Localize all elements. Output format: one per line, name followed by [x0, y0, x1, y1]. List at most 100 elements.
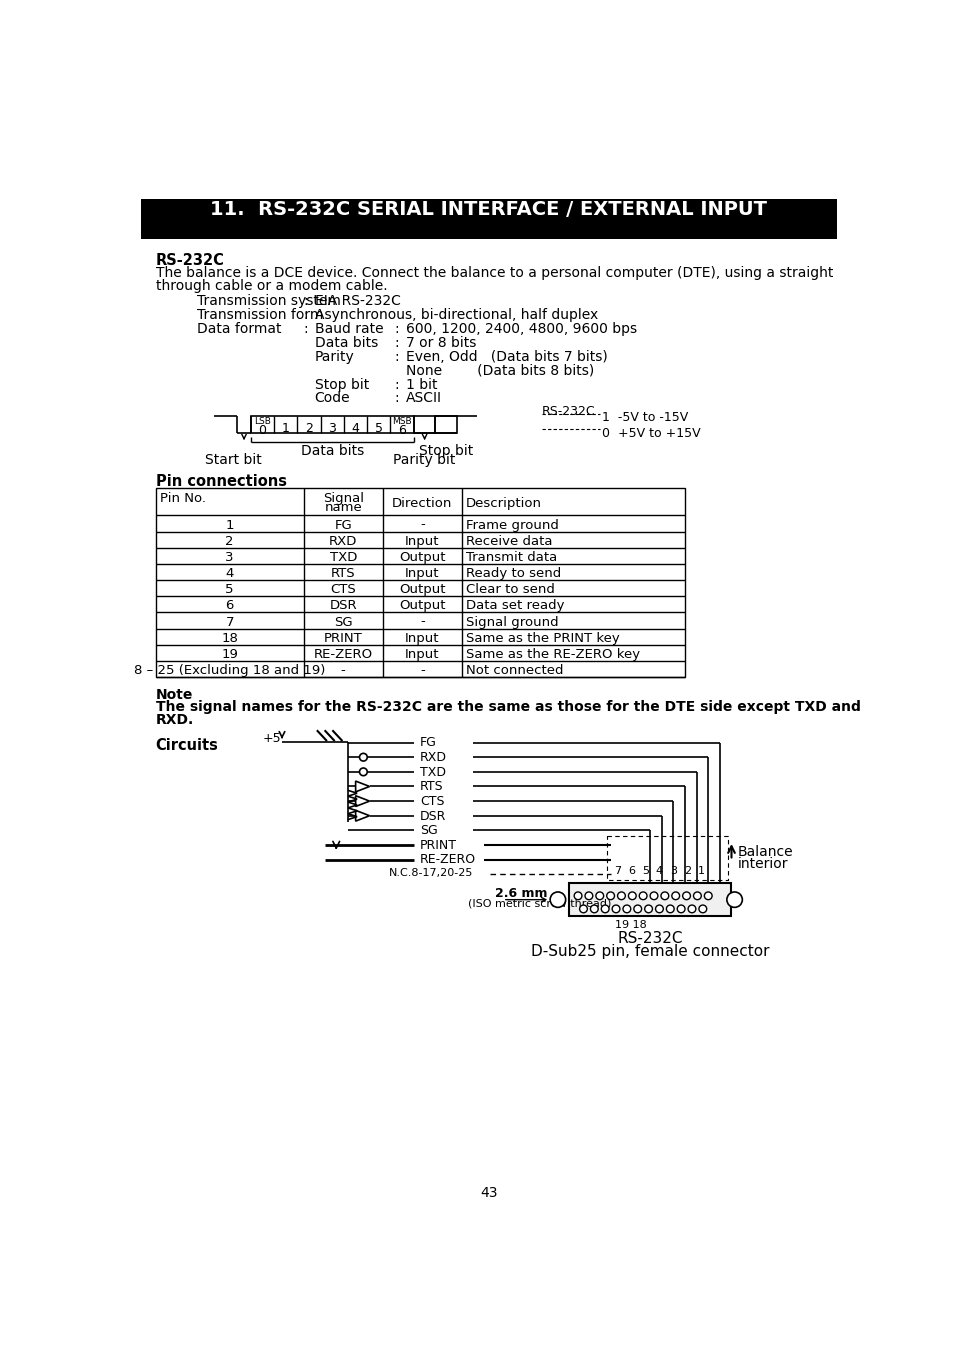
Text: 7 or 8 bits: 7 or 8 bits	[406, 336, 476, 350]
Text: RS-232C: RS-232C	[617, 931, 682, 946]
Text: SG: SG	[334, 616, 353, 629]
Text: EIA RS-232C: EIA RS-232C	[314, 294, 400, 308]
Bar	[414, 416, 435, 433]
Text: SG: SG	[419, 825, 437, 837]
Circle shape	[622, 904, 630, 913]
Text: RS-232C: RS-232C	[155, 252, 224, 267]
Text: Output: Output	[398, 583, 445, 597]
Bar	[435, 416, 456, 433]
Circle shape	[699, 904, 706, 913]
Circle shape	[574, 892, 581, 899]
Text: interior: interior	[737, 856, 787, 871]
Text: :: :	[394, 392, 398, 405]
Text: Asynchronous, bi-directional, half duplex: Asynchronous, bi-directional, half duple…	[314, 308, 598, 323]
Circle shape	[687, 904, 695, 913]
Circle shape	[606, 892, 614, 899]
Text: Same as the RE-ZERO key: Same as the RE-ZERO key	[465, 648, 639, 662]
Text: :: :	[394, 336, 398, 350]
Text: 18: 18	[221, 632, 238, 645]
Text: The signal names for the RS-232C are the same as those for the DTE side except T: The signal names for the RS-232C are the…	[155, 701, 860, 714]
Text: Code: Code	[314, 392, 350, 405]
Circle shape	[666, 904, 674, 913]
Text: CTS: CTS	[419, 795, 444, 807]
Circle shape	[617, 892, 624, 899]
Text: FG: FG	[334, 518, 352, 532]
Text: 1  -5V to -15V: 1 -5V to -15V	[601, 412, 688, 424]
Text: 2: 2	[225, 535, 233, 548]
Text: D-Sub25 pin, female connector: D-Sub25 pin, female connector	[530, 944, 768, 958]
Text: None        (Data bits 8 bits): None (Data bits 8 bits)	[406, 363, 594, 378]
Text: :: :	[394, 378, 398, 392]
Text: Signal ground: Signal ground	[465, 616, 558, 629]
Text: 5: 5	[225, 583, 233, 597]
Text: 7: 7	[225, 616, 233, 629]
Text: Start bit: Start bit	[205, 454, 261, 467]
Text: RE-ZERO: RE-ZERO	[314, 648, 373, 662]
Text: 1: 1	[697, 865, 704, 876]
Text: -: -	[340, 664, 345, 678]
Text: -: -	[419, 616, 424, 629]
Text: 3: 3	[225, 551, 233, 564]
Text: 5: 5	[641, 865, 648, 876]
Text: MSB: MSB	[392, 417, 412, 425]
Text: Receive data: Receive data	[465, 535, 552, 548]
Circle shape	[693, 892, 700, 899]
Text: 600, 1200, 2400, 4800, 9600 bps: 600, 1200, 2400, 4800, 9600 bps	[406, 323, 637, 336]
Text: Note: Note	[155, 688, 193, 702]
Text: 3: 3	[328, 423, 336, 435]
Circle shape	[682, 892, 690, 899]
Text: 11.  RS-232C SERIAL INTERFACE / EXTERNAL INPUT: 11. RS-232C SERIAL INTERFACE / EXTERNAL …	[211, 200, 766, 219]
Text: 1: 1	[282, 423, 290, 435]
Text: Data bits: Data bits	[314, 336, 377, 350]
Text: 1: 1	[225, 518, 233, 532]
Text: Data format: Data format	[196, 323, 281, 336]
Text: :: :	[303, 308, 308, 323]
Circle shape	[655, 904, 662, 913]
Text: 43: 43	[479, 1187, 497, 1200]
Text: Signal: Signal	[322, 491, 363, 505]
Text: Input: Input	[405, 632, 439, 645]
Text: (ISO metric screw thread): (ISO metric screw thread)	[468, 899, 611, 909]
Text: 4: 4	[655, 865, 662, 876]
Text: 8 – 25 (Excluding 18 and 19): 8 – 25 (Excluding 18 and 19)	[133, 664, 325, 678]
Text: DSR: DSR	[419, 810, 446, 822]
Text: Parity bit: Parity bit	[393, 454, 456, 467]
Bar	[141, 198, 836, 239]
Text: The balance is a DCE device. Connect the balance to a personal computer (DTE), u: The balance is a DCE device. Connect the…	[155, 266, 832, 279]
Text: PRINT: PRINT	[419, 838, 456, 852]
Text: 3: 3	[669, 865, 677, 876]
Text: Clear to send: Clear to send	[465, 583, 554, 597]
Text: RS-232C: RS-232C	[541, 405, 595, 417]
Text: through cable or a modem cable.: through cable or a modem cable.	[155, 279, 387, 293]
Circle shape	[596, 892, 603, 899]
Text: RXD.: RXD.	[155, 713, 193, 726]
Text: Input: Input	[405, 535, 439, 548]
Text: TXD: TXD	[329, 551, 356, 564]
Text: Description: Description	[465, 497, 541, 510]
Text: FG: FG	[419, 736, 436, 749]
Text: Pin connections: Pin connections	[155, 474, 286, 489]
Circle shape	[649, 892, 658, 899]
Circle shape	[677, 904, 684, 913]
Text: PRINT: PRINT	[323, 632, 362, 645]
Text: Ready to send: Ready to send	[465, 567, 560, 580]
Circle shape	[579, 904, 587, 913]
Circle shape	[633, 904, 641, 913]
Text: Frame ground: Frame ground	[465, 518, 558, 532]
Text: :: :	[394, 323, 398, 336]
Text: :: :	[303, 323, 308, 336]
Circle shape	[590, 904, 598, 913]
Text: Not connected: Not connected	[465, 664, 562, 678]
Text: Parity: Parity	[314, 350, 354, 365]
Text: 6: 6	[627, 865, 635, 876]
Text: name: name	[324, 501, 362, 514]
Circle shape	[600, 904, 608, 913]
Text: 2: 2	[683, 865, 690, 876]
Text: Data bits: Data bits	[300, 444, 364, 458]
Text: Circuits: Circuits	[155, 738, 218, 753]
Text: :: :	[303, 294, 308, 308]
Text: :: :	[394, 350, 398, 365]
Circle shape	[703, 892, 711, 899]
Text: 4: 4	[225, 567, 233, 580]
Bar	[155, 487, 684, 678]
